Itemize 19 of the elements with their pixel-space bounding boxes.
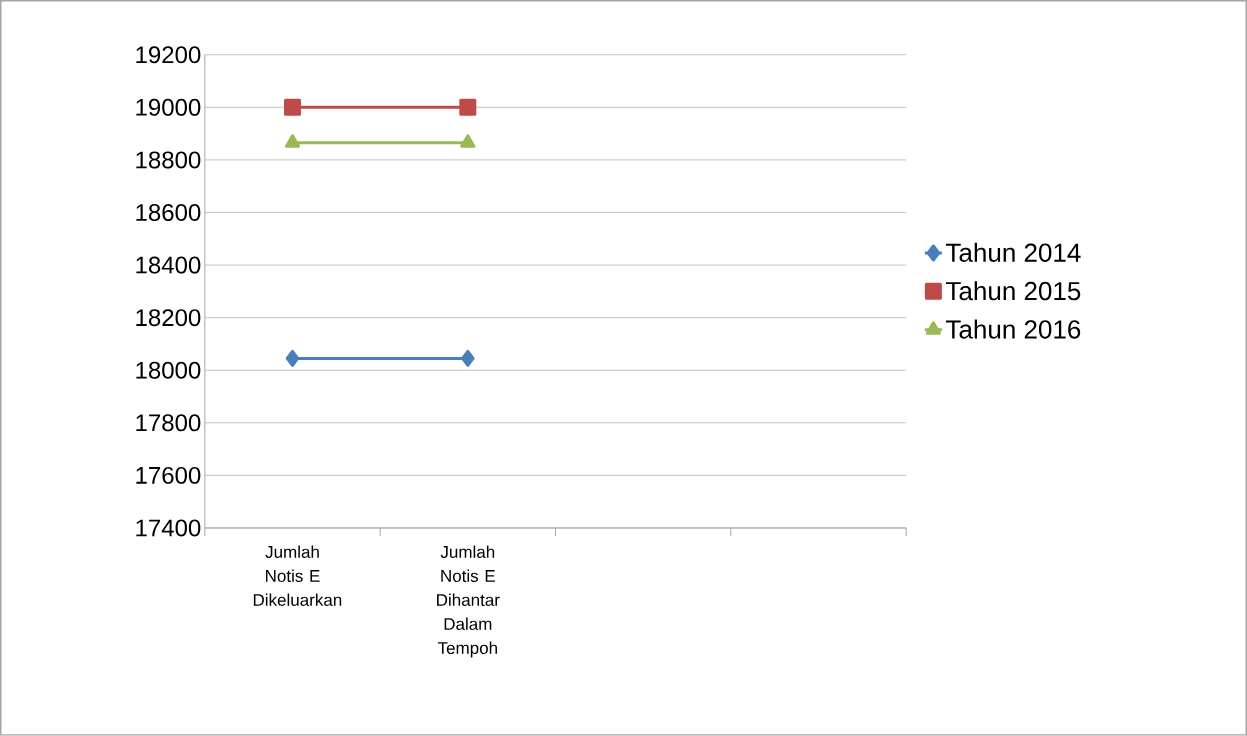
point xyxy=(284,98,301,116)
point xyxy=(461,350,475,367)
legend-label: Tahun 2016 xyxy=(946,319,1081,339)
y-tick-label: 17600 xyxy=(136,466,201,484)
y-tick-label: 19000 xyxy=(136,98,201,116)
y-tick-label: 18200 xyxy=(136,309,201,327)
y-tick-label: 18800 xyxy=(136,151,201,169)
legend-label: Tahun 2015 xyxy=(946,281,1081,301)
y-tick-label: 17400 xyxy=(136,519,201,537)
y-tick-label: 19200 xyxy=(136,46,201,64)
y-tick-label: 17800 xyxy=(136,414,201,432)
x-tick-label: Jumlah Notis E Dihantar Dalam Tempoh xyxy=(437,545,500,658)
point xyxy=(459,98,477,116)
legend-label: Tahun 2014 xyxy=(946,242,1081,263)
y-tick-label: 18400 xyxy=(136,256,201,274)
y-tick-label: 18000 xyxy=(136,361,201,379)
y-tick-label: 18600 xyxy=(136,204,201,222)
x-tick-label: Jumlah Notis E Dikeluarkan xyxy=(253,545,342,607)
point xyxy=(285,350,300,367)
